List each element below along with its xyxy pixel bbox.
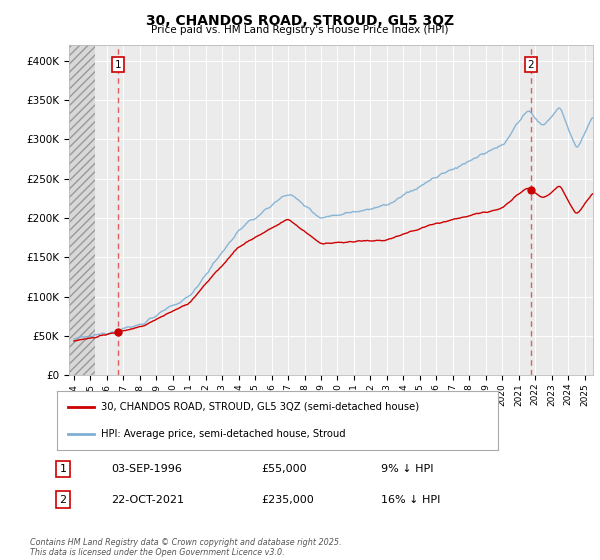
Text: 2: 2 <box>59 494 67 505</box>
Text: Contains HM Land Registry data © Crown copyright and database right 2025.
This d: Contains HM Land Registry data © Crown c… <box>30 538 341 557</box>
Text: £235,000: £235,000 <box>261 494 314 505</box>
Text: 9% ↓ HPI: 9% ↓ HPI <box>381 464 433 474</box>
Text: 16% ↓ HPI: 16% ↓ HPI <box>381 494 440 505</box>
Text: 1: 1 <box>59 464 67 474</box>
Text: £55,000: £55,000 <box>261 464 307 474</box>
Text: HPI: Average price, semi-detached house, Stroud: HPI: Average price, semi-detached house,… <box>101 429 346 439</box>
Text: 2: 2 <box>528 60 535 69</box>
Text: 1: 1 <box>115 60 121 69</box>
Text: 03-SEP-1996: 03-SEP-1996 <box>111 464 182 474</box>
Text: 30, CHANDOS ROAD, STROUD, GL5 3QZ (semi-detached house): 30, CHANDOS ROAD, STROUD, GL5 3QZ (semi-… <box>101 402 419 412</box>
Text: 22-OCT-2021: 22-OCT-2021 <box>111 494 184 505</box>
Text: Price paid vs. HM Land Registry's House Price Index (HPI): Price paid vs. HM Land Registry's House … <box>151 25 449 35</box>
Bar <box>66 45 95 375</box>
Text: 30, CHANDOS ROAD, STROUD, GL5 3QZ: 30, CHANDOS ROAD, STROUD, GL5 3QZ <box>146 14 454 28</box>
